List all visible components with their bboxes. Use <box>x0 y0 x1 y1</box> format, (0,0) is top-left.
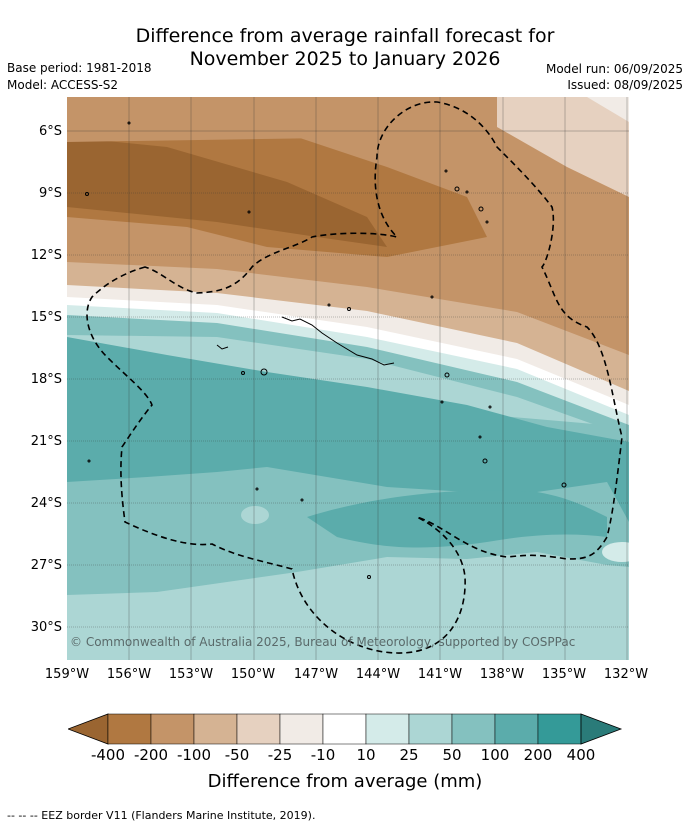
copyright-notice: © Commonwealth of Australia 2025, Bureau… <box>70 635 575 649</box>
lat-label-27s: 27°S <box>30 558 62 573</box>
colorbar-tick: -25 <box>267 746 293 764</box>
base-period: Base period: 1981-2018 <box>7 61 152 75</box>
colorbar-segments <box>68 713 623 745</box>
colorbar-tick: -10 <box>310 746 336 764</box>
lat-label-9s: 9°S <box>38 186 62 201</box>
colorbar-tick: 50 <box>442 746 462 764</box>
lon-label-144w: 144°W <box>355 667 401 682</box>
colorbar-tick: 400 <box>566 746 596 764</box>
lon-label-156w: 156°W <box>106 667 152 682</box>
lat-label-24s: 24°S <box>30 496 62 511</box>
colorbar-segment <box>494 713 539 745</box>
colorbar-segment <box>408 713 453 745</box>
island-outlines <box>85 121 567 579</box>
colorbar-arrow-low <box>68 713 109 745</box>
colorbar-segment <box>451 713 496 745</box>
lat-label-15s: 15°S <box>30 310 62 325</box>
lat-label-12s: 12°S <box>30 248 62 263</box>
map-title-line2: November 2025 to January 2026 <box>189 48 501 70</box>
lon-label-138w: 138°W <box>479 667 525 682</box>
colorbar-tick: 200 <box>523 746 553 764</box>
lon-label-135w: 135°W <box>541 667 587 682</box>
colorbar-segment <box>537 713 582 745</box>
colorbar-tick: -100 <box>176 746 212 764</box>
eez-border <box>86 101 623 654</box>
lat-label-21s: 21°S <box>30 434 62 449</box>
colorbar-tick: 100 <box>480 746 510 764</box>
lat-label-6s: 6°S <box>38 124 62 139</box>
colorbar <box>68 713 623 745</box>
issued-date: Issued: 08/09/2025 <box>567 78 683 92</box>
lon-label-147w: 147°W <box>293 667 339 682</box>
colorbar-segment <box>322 713 367 745</box>
lon-label-132w: 132°W <box>603 667 649 682</box>
colorbar-tick: -400 <box>90 746 126 764</box>
eez-legend: -- -- -- EEZ border V11 (Flanders Marine… <box>7 809 316 822</box>
colorbar-tick: -200 <box>133 746 169 764</box>
map-title-line1: Difference from average rainfall forecas… <box>135 25 555 47</box>
colorbar-tick: 10 <box>356 746 376 764</box>
lon-label-159w: 159°W <box>44 667 90 682</box>
lat-label-30s: 30°S <box>30 620 62 635</box>
lon-label-141w: 141°W <box>417 667 463 682</box>
colorbar-arrow-high <box>580 713 623 745</box>
colorbar-segment <box>279 713 324 745</box>
lat-label-18s: 18°S <box>30 372 62 387</box>
lon-label-153w: 153°W <box>168 667 214 682</box>
colorbar-tick: -50 <box>224 746 250 764</box>
model-run-date: Model run: 06/09/2025 <box>545 62 683 76</box>
colorbar-segment <box>150 713 195 745</box>
colorbar-tick: 25 <box>399 746 419 764</box>
colorbar-title: Difference from average (mm) <box>207 771 483 792</box>
colorbar-segment <box>365 713 410 745</box>
rainfall-anomaly-map: © Commonwealth of Australia 2025, Bureau… <box>67 97 629 660</box>
rainfall-contours <box>67 97 629 660</box>
colorbar-segment <box>107 713 152 745</box>
lon-label-150w: 150°W <box>230 667 276 682</box>
colorbar-segment <box>236 713 281 745</box>
colorbar-segment <box>193 713 238 745</box>
model-name: Model: ACCESS-S2 <box>7 78 119 92</box>
graticule <box>67 97 629 660</box>
